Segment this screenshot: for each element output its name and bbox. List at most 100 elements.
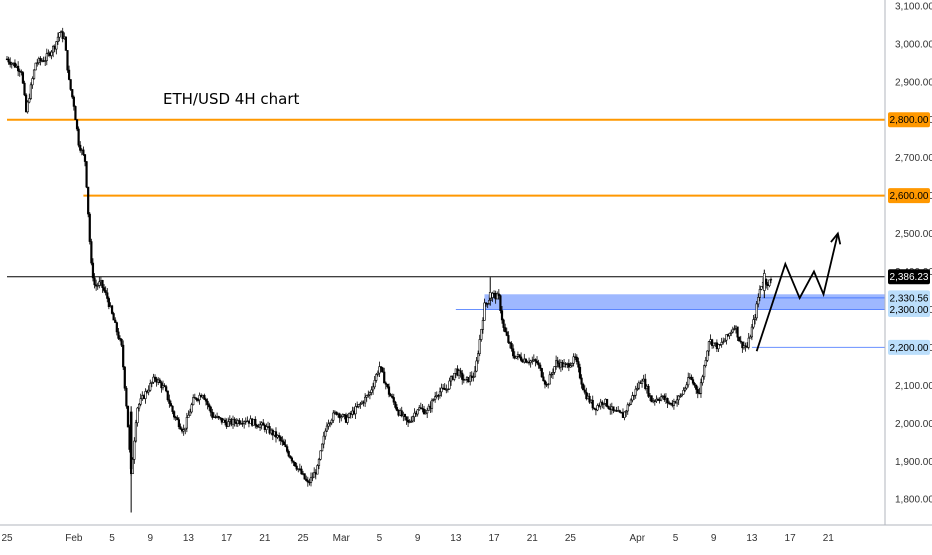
candle-body: [602, 403, 605, 405]
candle-body: [187, 414, 190, 418]
candle-body: [58, 32, 61, 38]
candle-body: [575, 356, 578, 362]
candle-body: [281, 440, 284, 443]
candle-body: [524, 358, 527, 363]
candle-body: [144, 391, 147, 399]
candle-body: [687, 377, 690, 386]
candle-body: [760, 286, 763, 290]
price-tag-label: 2,800.00: [890, 115, 929, 126]
candle-body: [217, 416, 220, 418]
candle-body: [411, 416, 414, 422]
candle-body: [387, 386, 391, 395]
candle-body: [459, 370, 462, 374]
candle-body: [370, 389, 373, 393]
candle-body: [311, 476, 314, 479]
candle-body: [605, 398, 609, 407]
candle-body: [438, 391, 442, 396]
candle-body: [556, 360, 559, 364]
candle-body: [626, 404, 629, 412]
candle-body: [195, 397, 198, 401]
candle-body: [292, 460, 295, 463]
candle-body: [316, 465, 319, 475]
candle-body: [640, 380, 644, 384]
candle-body: [753, 317, 757, 320]
candle-body: [434, 396, 437, 400]
price-tag-label: 2,600.00: [890, 191, 929, 202]
candle-body: [650, 395, 653, 403]
candle-body: [426, 410, 429, 414]
candle-body: [752, 319, 755, 328]
candle-body: [588, 395, 591, 403]
candle-body: [112, 313, 115, 321]
candle-body: [166, 390, 169, 401]
candle-body: [329, 422, 332, 425]
candle-body: [685, 384, 688, 389]
candle-body: [707, 341, 711, 352]
candle-body: [184, 427, 187, 431]
candle-body: [768, 279, 771, 286]
candle-body: [683, 387, 687, 391]
candle-body: [21, 72, 25, 84]
candle-body: [612, 406, 615, 411]
candle-body: [504, 327, 507, 333]
candle-body: [578, 366, 582, 379]
candle-body: [405, 416, 408, 421]
candle-body: [106, 292, 109, 299]
candle-body: [491, 292, 494, 298]
y-tick-label: 3,100.00: [895, 1, 932, 12]
candle-body: [375, 374, 378, 381]
y-tick-label: 2,000.00: [895, 419, 932, 430]
candle-body: [129, 411, 133, 470]
candle-body: [424, 412, 427, 415]
candle-body: [583, 389, 586, 393]
candle-body: [93, 277, 96, 286]
candle-body: [185, 417, 188, 429]
candle-body: [383, 371, 386, 384]
price-tag: [888, 269, 930, 285]
candle-body: [179, 426, 182, 430]
candle-body: [149, 383, 152, 391]
price-tags: 2,800.00 2,600.00 2,386.23 2,200.00 2,330.56…: [888, 112, 930, 355]
candle-body: [542, 376, 545, 382]
candle-body: [82, 149, 85, 155]
level-lines: [7, 118, 885, 348]
candle-body: [324, 430, 327, 437]
candle-body: [731, 328, 734, 333]
candle-body: [508, 342, 512, 344]
candle-body: [50, 51, 53, 56]
candle-body: [400, 410, 403, 417]
candle-body: [690, 376, 693, 380]
candle-body: [356, 406, 359, 408]
candle-body: [198, 394, 201, 401]
candle-body: [182, 429, 185, 432]
candle-body: [750, 326, 753, 338]
candle-body: [531, 360, 534, 362]
time-axis-ticks: 25 Feb 5 9 13 17 21 25 Mar 5 9 13 17 21 25 Apr 5 9 13 17 21: [1, 533, 834, 544]
candle-body: [699, 382, 703, 394]
x-tick-label: 17: [221, 533, 233, 544]
price-tag: [888, 290, 930, 306]
candle-body: [174, 416, 177, 419]
candle-body: [733, 328, 736, 330]
candle-body: [548, 374, 551, 385]
candle-body: [695, 384, 698, 390]
x-tick-label: 17: [488, 533, 500, 544]
candle-body: [432, 399, 435, 401]
candle-body: [728, 333, 731, 337]
candle-body: [357, 403, 360, 407]
candle-body: [512, 348, 515, 357]
candle-body: [422, 408, 426, 415]
candle-body: [139, 398, 142, 405]
candle-body: [577, 361, 580, 368]
y-tick-label: 2,900.00: [895, 77, 932, 88]
candle-body: [176, 417, 179, 420]
candle-body: [623, 411, 626, 418]
candle-body: [478, 339, 481, 354]
x-tick-label: 25: [1, 533, 13, 544]
candle-body: [496, 293, 499, 300]
candle-body: [518, 354, 521, 358]
candle-body: [717, 344, 720, 350]
candle-body: [440, 387, 443, 393]
